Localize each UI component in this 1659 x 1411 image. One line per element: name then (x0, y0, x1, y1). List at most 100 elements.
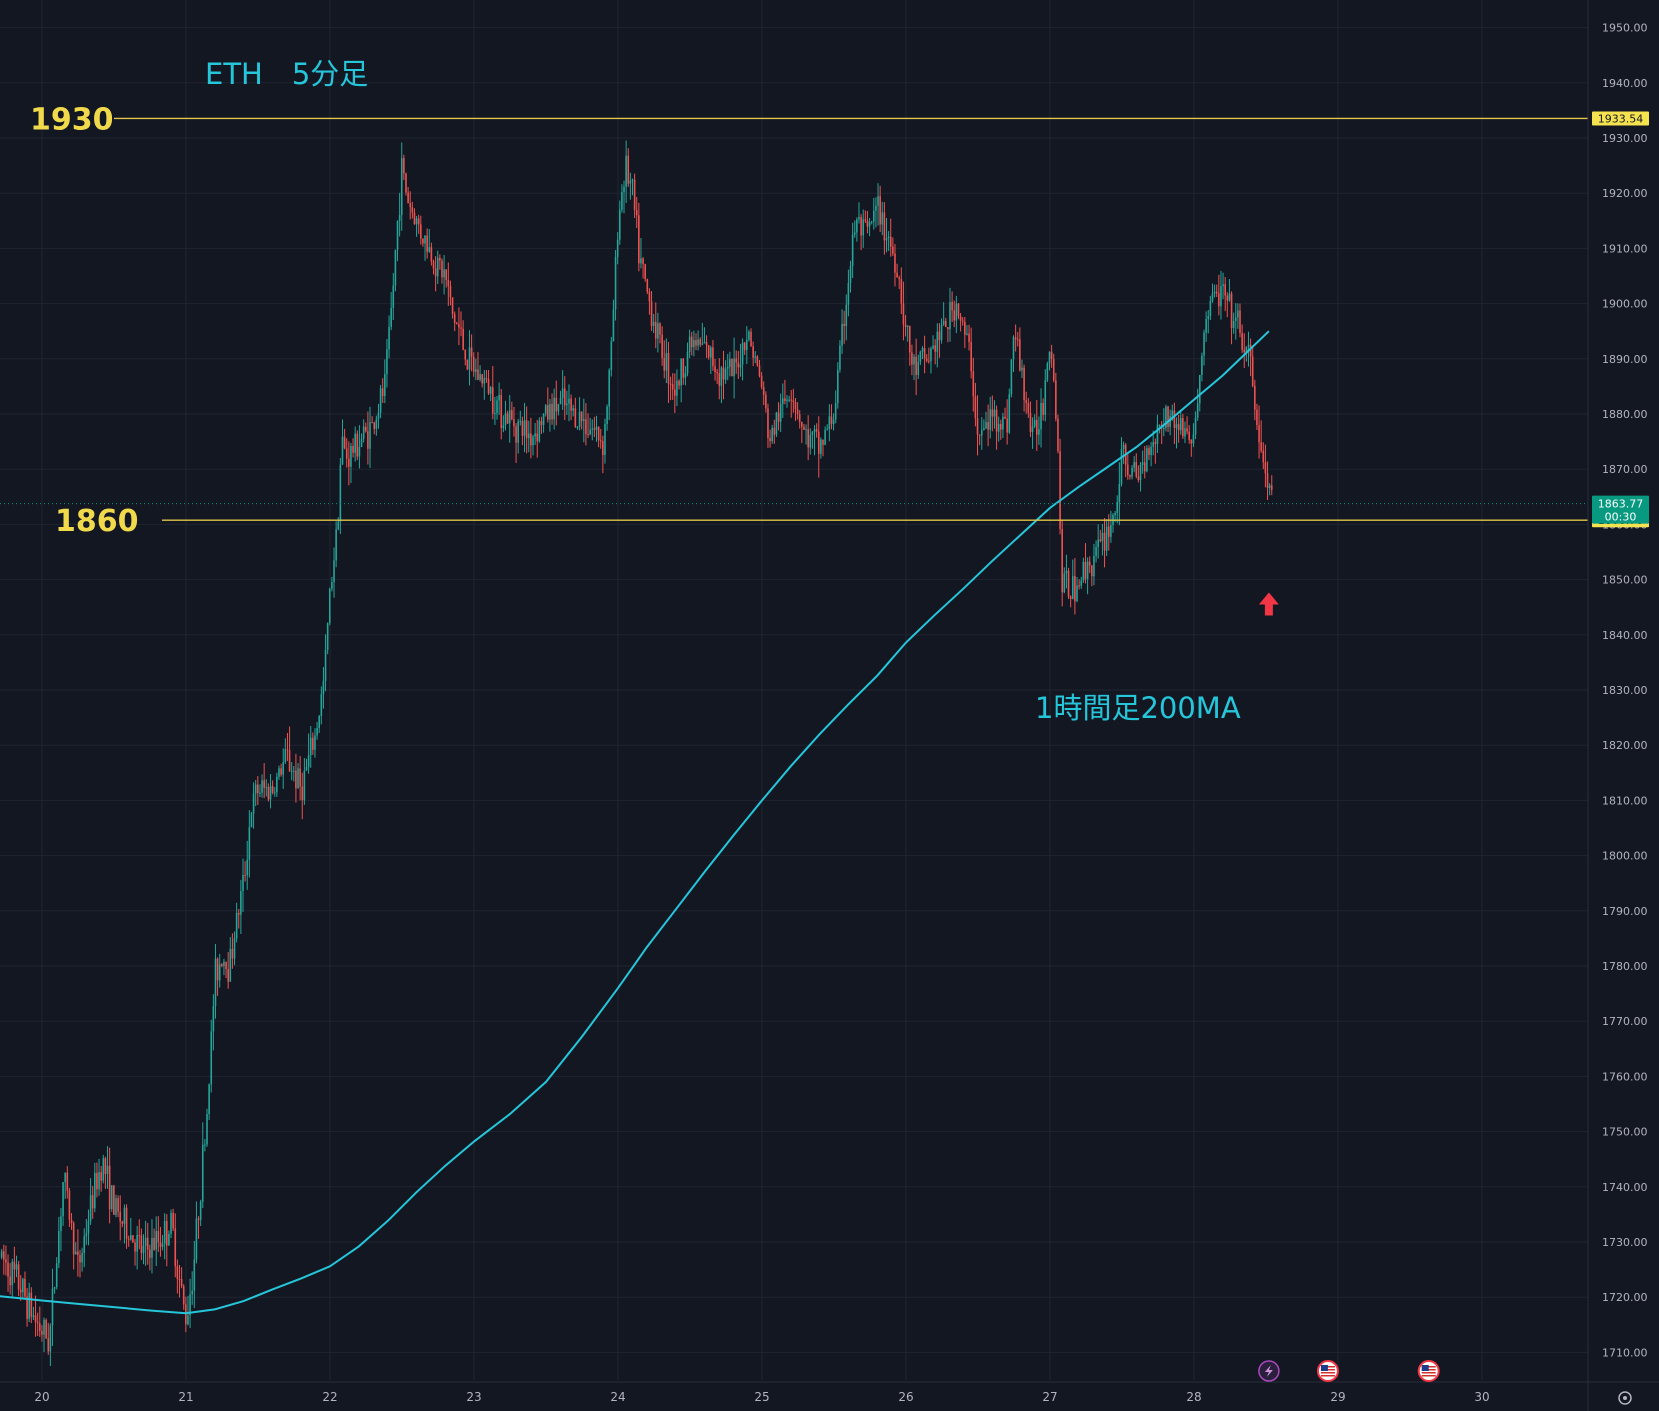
candle-body (38, 1323, 41, 1332)
candle-body (1127, 464, 1129, 476)
candle-body (229, 948, 232, 982)
horizontal-lines[interactable]: 1930 1860 (0, 102, 1588, 539)
candle-body (1055, 380, 1057, 419)
candle-body (1091, 565, 1093, 577)
us-flag-event-icon[interactable] (1417, 1360, 1440, 1382)
candle-body (722, 367, 725, 380)
candle-body (868, 222, 871, 227)
candle-body (599, 440, 602, 442)
candle-body (1260, 442, 1262, 451)
candle-body (286, 749, 289, 751)
candle-body (798, 414, 801, 422)
candle-body (320, 694, 323, 717)
candle-body (970, 341, 972, 372)
candle-body (439, 257, 441, 261)
candle-body (276, 776, 278, 793)
candle-body (214, 958, 217, 1007)
candle-body (1245, 346, 1248, 352)
candle-body (1076, 585, 1078, 602)
candle-body (201, 1144, 204, 1202)
candle-body (646, 278, 649, 292)
lightning-event-icon[interactable] (1258, 1360, 1280, 1382)
candle-body (1029, 412, 1032, 433)
candle-body (612, 309, 615, 342)
candle-body (331, 582, 333, 589)
candle-body (991, 409, 994, 417)
candle-body (1071, 576, 1074, 599)
candle-body (980, 430, 983, 436)
candle-body (496, 400, 498, 414)
candle-body (1173, 410, 1176, 428)
candle-body (1082, 561, 1085, 581)
ma-200-line[interactable] (0, 330, 1270, 1315)
us-flag-event-icon[interactable] (1316, 1360, 1339, 1382)
y-tick-label: 1870.00 (1602, 463, 1648, 476)
candle-body (684, 373, 687, 378)
candle-body (178, 1278, 181, 1280)
candle-body (83, 1236, 86, 1253)
candle-body (250, 813, 253, 828)
candle-body (358, 446, 361, 457)
candle-body (1226, 295, 1229, 301)
candle-body (748, 331, 750, 340)
candle-body (1152, 442, 1155, 447)
gear-icon[interactable] (1618, 1391, 1632, 1405)
candle-body (663, 357, 666, 371)
last-price-countdown: 00:30 (1605, 511, 1637, 524)
candle-body (1232, 320, 1235, 328)
candle-body (121, 1221, 124, 1224)
candle-body (458, 324, 460, 328)
candle-body (1033, 419, 1036, 427)
candle-body (432, 261, 435, 269)
candle-body (195, 1218, 198, 1260)
candle-body (1114, 513, 1116, 515)
y-tick-label: 1770.00 (1602, 1015, 1648, 1028)
candle-body (165, 1220, 168, 1246)
candle-body (578, 411, 581, 427)
candle-body (873, 210, 875, 222)
candle-body (733, 358, 735, 377)
candle-body (1044, 380, 1047, 415)
candle-body (752, 346, 754, 358)
candle-body (781, 398, 784, 404)
candle-body (686, 352, 689, 374)
y-axis[interactable]: 1710.00 1720.00 1730.00 1740.00 1750.00 1760.… (1587, 0, 1649, 1411)
candle-body (55, 1263, 58, 1288)
candle-body (1031, 426, 1034, 433)
candle-body (614, 256, 617, 310)
candle-body (96, 1172, 98, 1190)
candle-body (1122, 444, 1125, 449)
candle-body (371, 422, 373, 424)
x-axis[interactable]: 20 21 22 23 24 25 26 27 28 29 30 (0, 1381, 1659, 1404)
candle-body (1025, 400, 1028, 403)
candle-body (762, 387, 765, 395)
candle-body (123, 1207, 126, 1224)
candle-body (1021, 367, 1023, 371)
candle-body (964, 321, 966, 335)
candle-body (309, 737, 312, 756)
candle-body (739, 364, 742, 368)
candle-body (1207, 316, 1210, 320)
candle-body (976, 418, 979, 435)
candle-body (525, 420, 528, 439)
candle-body (341, 436, 344, 465)
candle-body (640, 258, 642, 264)
candle-body (570, 398, 572, 411)
candle-body (883, 212, 886, 241)
candle-body (919, 351, 922, 362)
candle-body (34, 1315, 37, 1323)
candle-body (940, 324, 943, 341)
candle-body (1211, 293, 1214, 301)
candle-body (403, 158, 405, 174)
candle-body (100, 1172, 102, 1181)
candle-body (932, 345, 934, 349)
candle-body (934, 345, 936, 352)
candle-body (985, 422, 987, 429)
candle-body (125, 1207, 128, 1239)
ma-series (0, 330, 1270, 1315)
candle-body (248, 827, 251, 860)
candle-body (390, 307, 392, 327)
candle-body (333, 560, 335, 583)
